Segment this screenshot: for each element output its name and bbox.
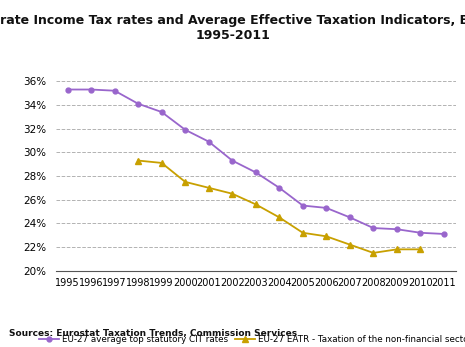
Text: Sources: Eurostat Taxation Trends, Commission Services: Sources: Eurostat Taxation Trends, Commi… bbox=[9, 329, 298, 338]
Legend: EU-27 average top statutory CIT rates, EU-27 EATR - Taxation of the non-financia: EU-27 average top statutory CIT rates, E… bbox=[36, 331, 465, 347]
Text: Corporate Income Tax rates and Average Effective Taxation Indicators, EU-27,
199: Corporate Income Tax rates and Average E… bbox=[0, 14, 465, 42]
